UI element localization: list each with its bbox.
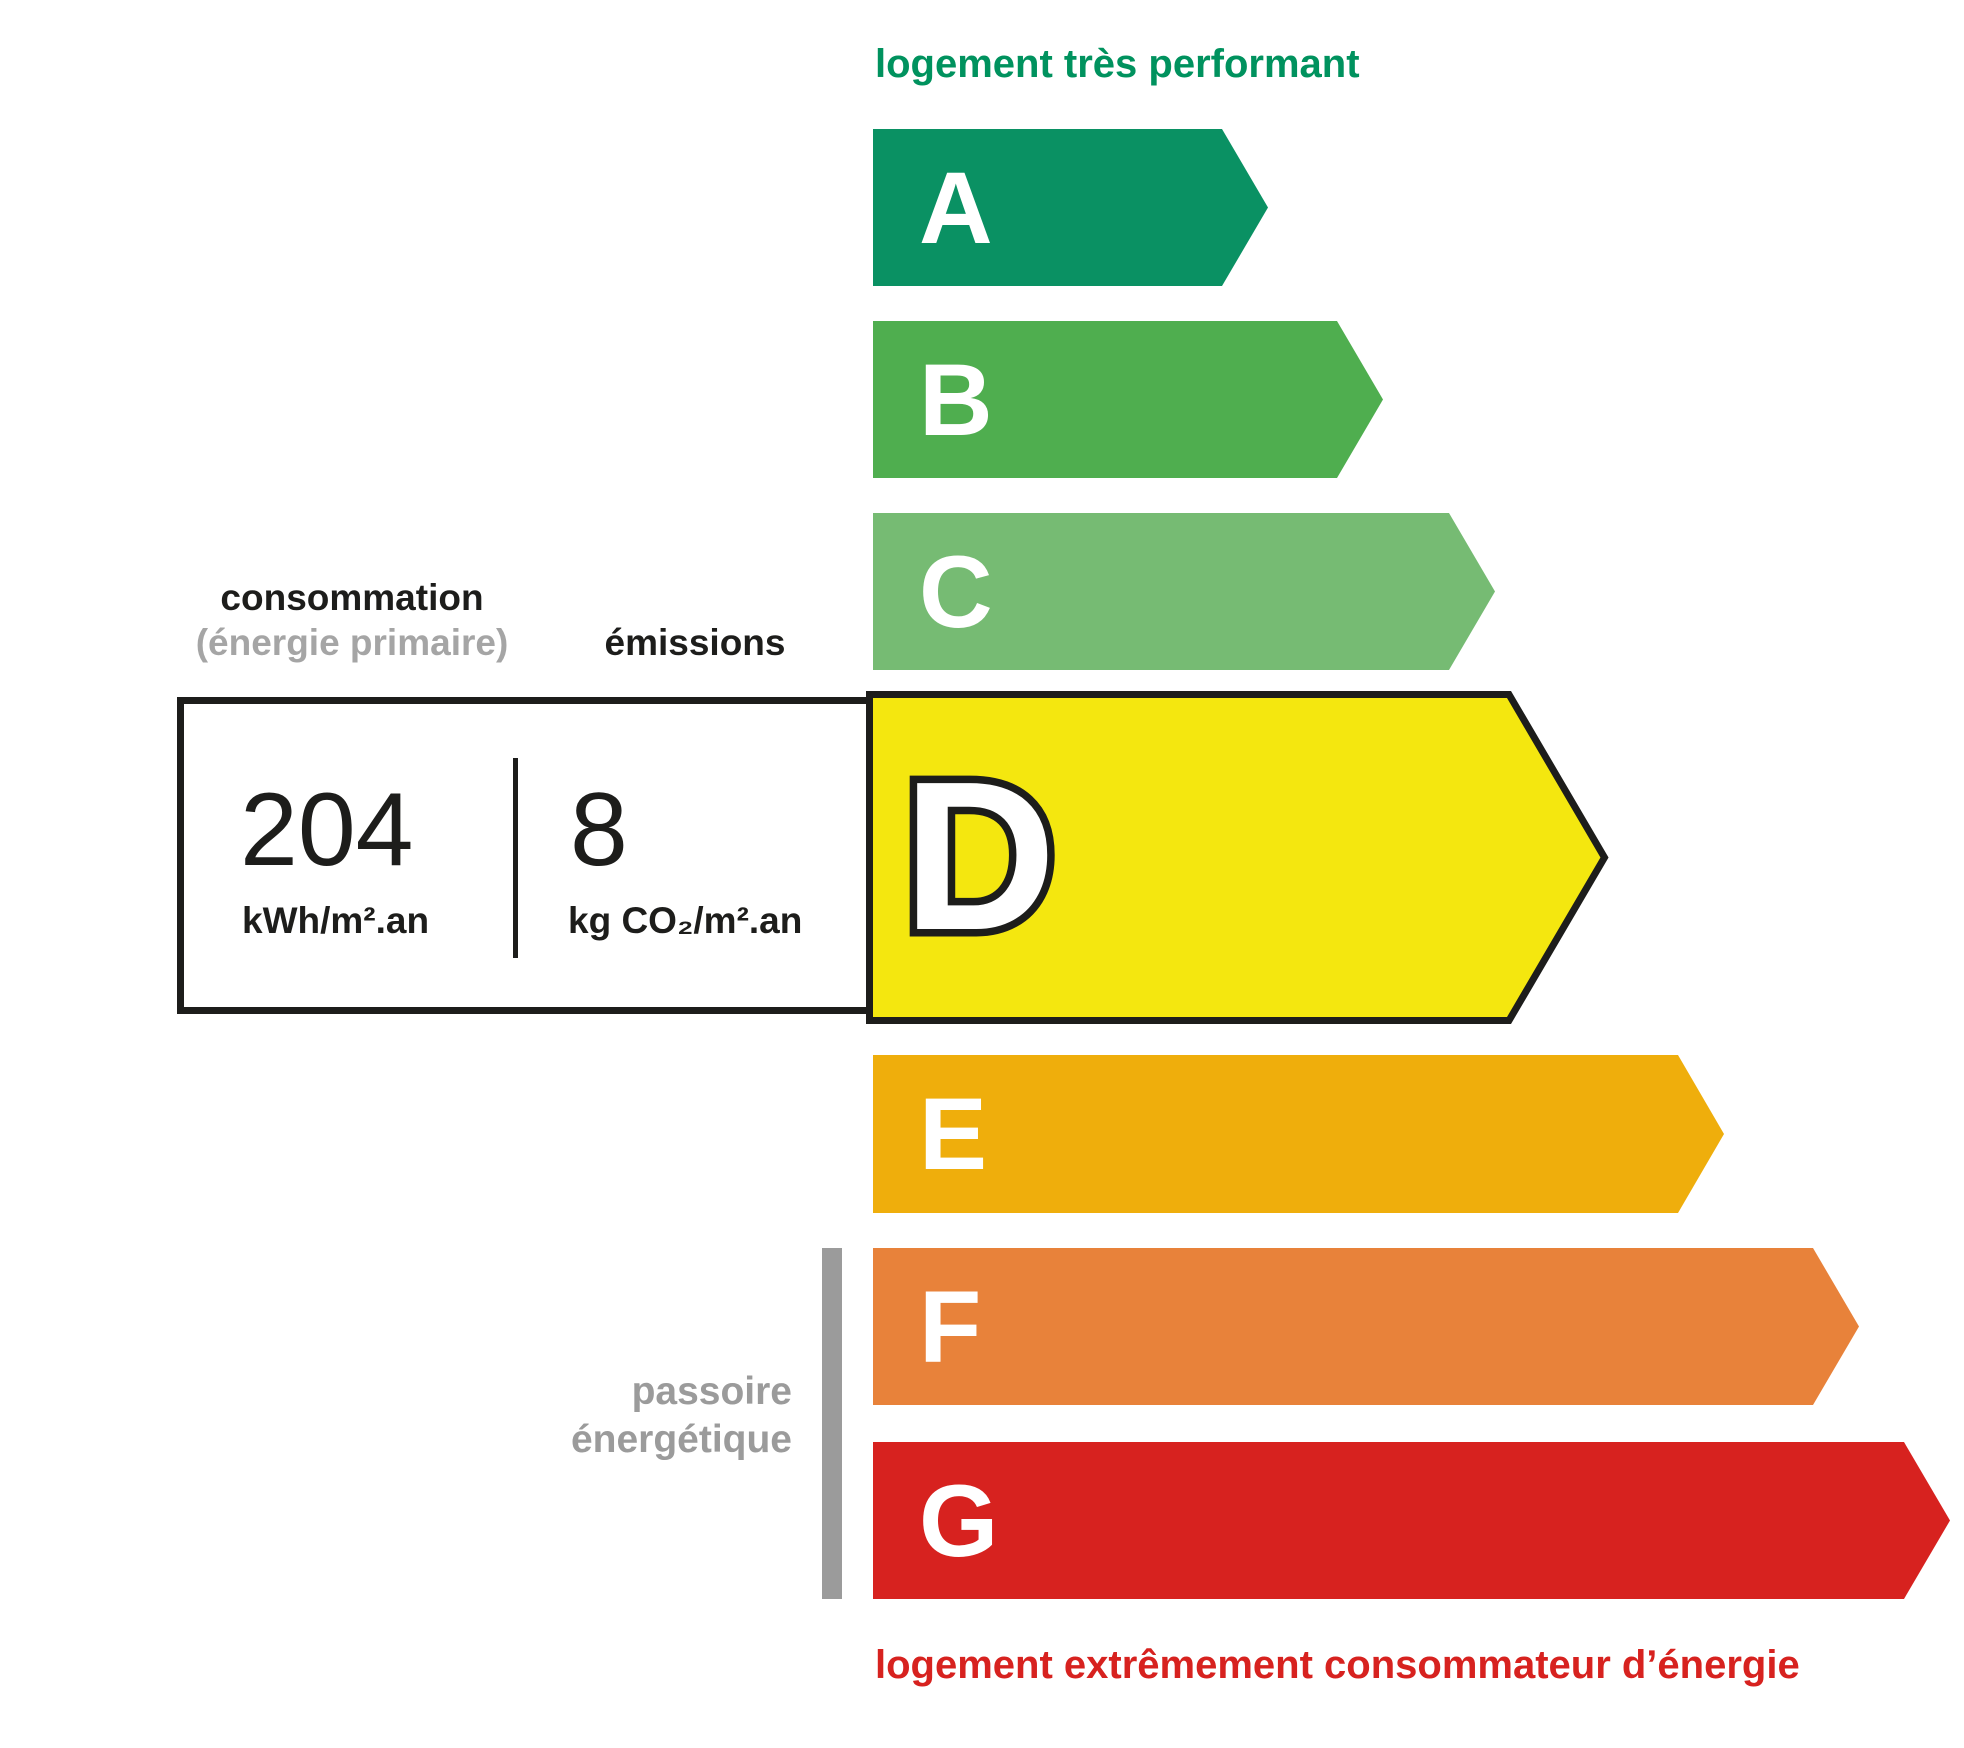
emissions-header: émissions [604,622,786,663]
energy-class-letter-d: D D [895,736,1063,974]
energy-class-bar-g: G [873,1442,1950,1599]
energy-class-letter-e: E [919,1077,988,1191]
passoire-energetique-label: passoire énergétique [571,1368,792,1464]
energy-class-bar-f: F [873,1248,1859,1405]
top-caption: logement très performant [875,42,1360,86]
energy-class-letter-c: C [919,534,993,649]
consumption-header: consommation [220,577,484,618]
bottom-caption: logement extrêmement consommateur d’éner… [875,1643,1800,1687]
energy-class-bar-e: E [873,1055,1724,1213]
emissions-unit: kg CO₂/m².an [568,900,803,941]
panel-divider [513,758,518,958]
energy-class-letter-g: G [919,1463,999,1578]
energy-class-bar-a: A [873,129,1268,286]
consumption-subheader: (énergie primaire) [195,622,509,663]
consumption-unit: kWh/m².an [242,900,430,941]
energy-class-letter-b: B [919,342,993,457]
energy-class-letter-a: A [919,150,993,265]
consumption-value: 204 [240,772,414,888]
passoire-range-bar [822,1248,842,1599]
passoire-label-line2: énergétique [570,1418,792,1461]
value-panel: 204 kWh/m².an 8 kg CO₂/m².an [177,697,873,1014]
energy-class-bar-b: B [873,321,1383,478]
energy-class-letter-f: F [919,1269,982,1384]
passoire-label-line1: passoire [631,1370,792,1413]
energy-class-letter-d-wrap: D D [873,697,1373,1014]
energy-class-bar-c: C [873,513,1495,670]
emissions-value: 8 [570,772,628,888]
